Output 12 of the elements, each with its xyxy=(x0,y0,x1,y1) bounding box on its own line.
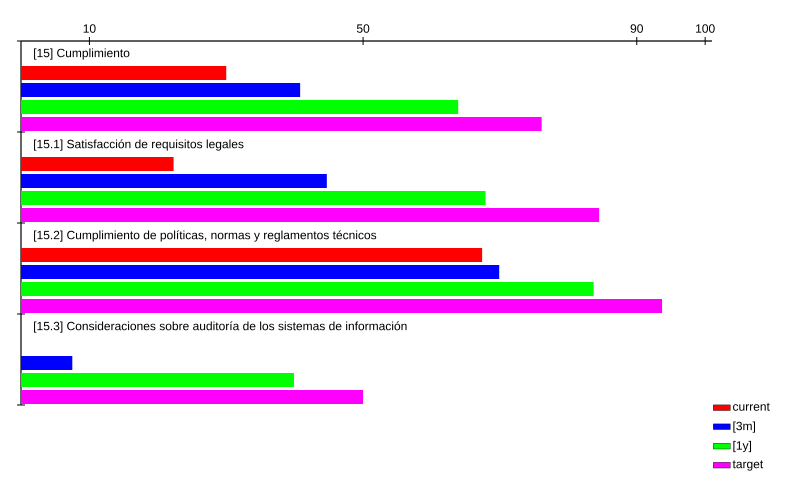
y-tick-label: [15] Cumplimiento xyxy=(34,48,130,60)
legend-label: current xyxy=(733,402,770,411)
x-tick-label: 50 xyxy=(356,24,370,33)
legend-label: target xyxy=(732,460,764,471)
y-tick-label: [15.3] Consideraciones sobre auditoría de los sistemas de información xyxy=(34,321,407,333)
x-tick-label: 10 xyxy=(84,24,96,33)
x-tick-label: 100 xyxy=(696,24,715,33)
legend-label: [1y] xyxy=(733,440,752,452)
x-tick-label: 90 xyxy=(630,24,643,33)
legend-label: [3m] xyxy=(733,421,756,433)
y-tick-label: [15.2] Cumplimiento de políticas, normas y reglamentos técnicos xyxy=(34,230,376,242)
y-tick-label: [15.1] Satisfacción de requisitos legales xyxy=(34,139,244,151)
